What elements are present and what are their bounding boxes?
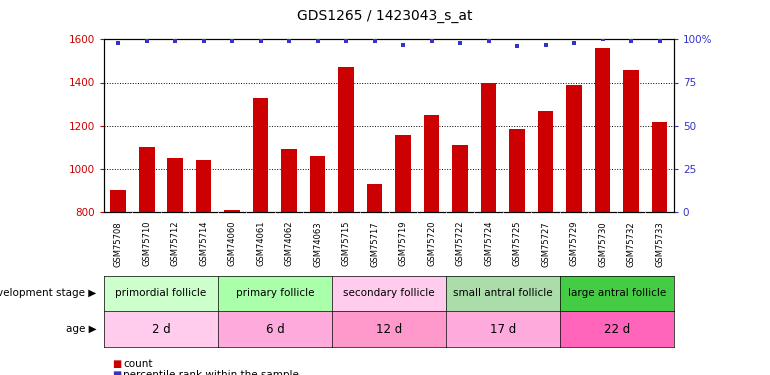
Point	[140, 38, 152, 44]
Text: GSM74060: GSM74060	[228, 221, 236, 267]
Text: GSM75712: GSM75712	[171, 221, 179, 267]
Bar	[367, 184, 383, 212]
Text: primary follicle: primary follicle	[236, 288, 314, 298]
Point	[425, 38, 437, 44]
Text: GSM75729: GSM75729	[570, 221, 578, 267]
Text: development stage ▶: development stage ▶	[0, 288, 96, 298]
Text: GSM75724: GSM75724	[484, 221, 493, 267]
Text: GSM75732: GSM75732	[627, 221, 635, 267]
Text: GSM75717: GSM75717	[370, 221, 379, 267]
Point	[169, 38, 182, 44]
Text: 6 d: 6 d	[266, 322, 284, 336]
Bar	[509, 129, 525, 212]
Point	[340, 38, 353, 44]
Text: GDS1265 / 1423043_s_at: GDS1265 / 1423043_s_at	[297, 9, 473, 23]
Text: GSM75730: GSM75730	[598, 221, 607, 267]
Bar	[452, 145, 468, 212]
Text: primordial follicle: primordial follicle	[116, 288, 206, 298]
Text: GSM75733: GSM75733	[655, 221, 664, 267]
Text: GSM75727: GSM75727	[541, 221, 550, 267]
Text: secondary follicle: secondary follicle	[343, 288, 434, 298]
Text: small antral follicle: small antral follicle	[453, 288, 553, 298]
Bar	[310, 156, 326, 212]
Text: GSM75714: GSM75714	[199, 221, 208, 267]
Point	[254, 38, 266, 44]
Text: GSM74061: GSM74061	[256, 221, 265, 267]
Bar	[139, 147, 155, 212]
Point	[653, 38, 665, 44]
Point	[482, 38, 494, 44]
Text: GSM74063: GSM74063	[313, 221, 322, 267]
Text: GSM74062: GSM74062	[285, 221, 293, 267]
Text: 2 d: 2 d	[152, 322, 170, 336]
Text: large antral follicle: large antral follicle	[567, 288, 666, 298]
Point	[567, 40, 581, 46]
Bar	[480, 82, 497, 212]
Text: GSM75720: GSM75720	[427, 221, 436, 267]
Text: percentile rank within the sample: percentile rank within the sample	[123, 370, 299, 375]
Bar	[253, 98, 269, 212]
Point	[454, 40, 467, 46]
Point	[625, 38, 638, 44]
Point	[596, 36, 608, 42]
Bar	[537, 111, 554, 212]
Point	[311, 38, 323, 44]
Text: 17 d: 17 d	[490, 322, 516, 336]
Text: GSM75722: GSM75722	[456, 221, 464, 267]
Text: count: count	[123, 359, 152, 369]
Point	[511, 43, 524, 49]
Text: GSM75725: GSM75725	[513, 221, 521, 267]
Text: GSM75710: GSM75710	[142, 221, 151, 267]
Point	[283, 38, 296, 44]
Bar	[594, 48, 611, 212]
Bar	[623, 70, 639, 212]
Point	[368, 38, 380, 44]
Text: age ▶: age ▶	[65, 324, 96, 334]
Text: GSM75708: GSM75708	[114, 221, 122, 267]
Point	[226, 38, 239, 44]
Bar	[196, 160, 212, 212]
Bar	[651, 122, 668, 212]
Bar	[167, 158, 183, 212]
Bar	[424, 115, 440, 212]
Text: GSM75719: GSM75719	[399, 221, 407, 267]
Text: ■: ■	[112, 370, 121, 375]
Point	[397, 42, 410, 48]
Text: ■: ■	[112, 359, 121, 369]
Bar	[566, 85, 582, 212]
Point	[197, 38, 209, 44]
Text: 22 d: 22 d	[604, 322, 630, 336]
Bar	[338, 68, 354, 212]
Point	[539, 42, 551, 48]
Point	[112, 40, 125, 46]
Bar	[224, 210, 240, 212]
Bar	[281, 149, 297, 212]
Text: 12 d: 12 d	[376, 322, 402, 336]
Bar	[395, 135, 411, 212]
Text: GSM75715: GSM75715	[342, 221, 350, 267]
Bar	[110, 190, 126, 212]
